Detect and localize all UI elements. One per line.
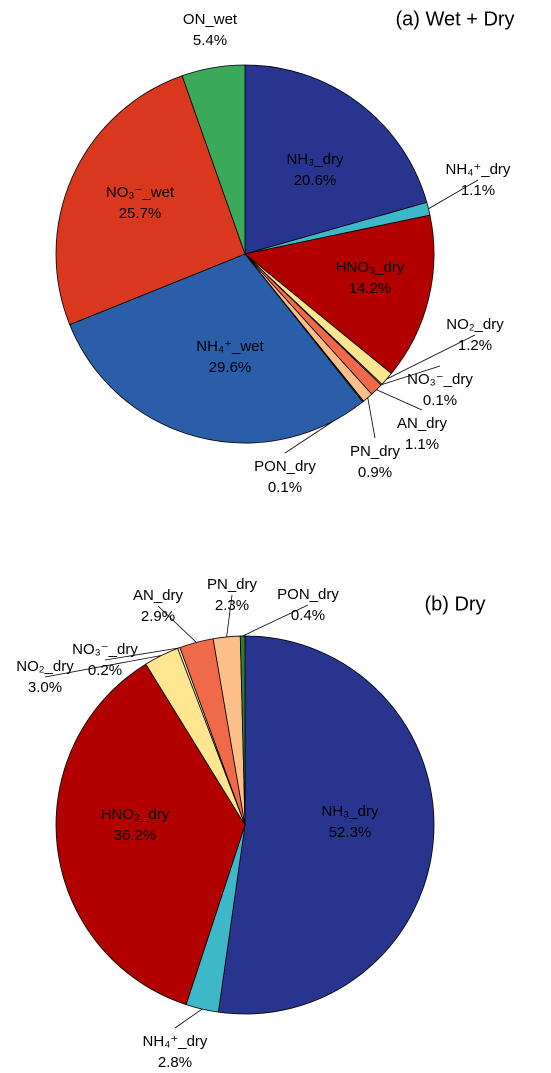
slice-label: NH₄⁺_dry	[143, 1033, 208, 1050]
chart-title: (a) Wet + Dry	[395, 8, 514, 30]
slice-value: 1.1%	[405, 436, 439, 453]
slice-value: 2.9%	[141, 608, 175, 625]
slice-value: 1.1%	[461, 182, 495, 199]
leader-line	[242, 604, 309, 637]
slice-label: NH₃_dry	[287, 151, 344, 168]
pie-slice	[217, 635, 435, 1015]
slice-label: PON_dry	[254, 458, 316, 475]
slice-label: PN_dry	[207, 576, 258, 593]
slice-label: NH₃_dry	[322, 803, 379, 820]
slice-label: NO₃⁻_wet	[106, 184, 175, 201]
slice-label: NO₂_dry	[446, 316, 504, 333]
slice-label: NH₄⁺_wet	[196, 338, 264, 355]
leader-line	[44, 655, 162, 678]
slice-value: 5.4%	[193, 32, 227, 49]
slice-value: 2.8%	[158, 1054, 192, 1071]
slice-value: 0.2%	[88, 662, 122, 679]
slice-value: 1.2%	[458, 337, 492, 354]
slice-value: 25.7%	[119, 205, 162, 222]
leader-line	[367, 397, 376, 439]
leader-line	[428, 179, 479, 210]
slice-value: 2.3%	[215, 597, 249, 614]
pie-slice	[69, 253, 364, 444]
slice-label: NO₃⁻_dry	[72, 641, 138, 658]
slice-value: 36.2%	[114, 827, 157, 844]
pie-slice	[55, 75, 246, 326]
slice-value: 52.3%	[329, 824, 372, 841]
leader-line	[174, 1008, 203, 1029]
slice-value: 0.1%	[423, 392, 457, 409]
slice-value: 14.2%	[349, 280, 392, 297]
leader-line	[104, 647, 179, 661]
slice-label: HNO₃_dry	[336, 259, 405, 276]
slice-label: NH₄⁺_dry	[446, 161, 511, 178]
slice-value: 29.6%	[209, 359, 252, 376]
slice-label: PON_dry	[277, 586, 339, 603]
slice-value: 3.0%	[28, 679, 62, 696]
leader-line	[381, 365, 441, 386]
slice-value: 0.1%	[268, 479, 302, 496]
slice-label: ON_wet	[183, 11, 238, 28]
slice-label: HNO₃_dry	[101, 806, 170, 823]
slice-label: AN_dry	[397, 415, 448, 432]
pie-slice	[244, 64, 428, 255]
slice-label: NO₂_dry	[16, 658, 74, 675]
slice-label: AN_dry	[133, 587, 184, 604]
slice-label: PN_dry	[350, 443, 401, 460]
pie-slice	[181, 64, 246, 255]
slice-label: NO₃⁻_dry	[407, 371, 473, 388]
slice-value: 20.6%	[294, 172, 337, 189]
pie-slice	[239, 635, 246, 826]
chart-title: (b) Dry	[424, 593, 485, 615]
slice-value: 0.4%	[291, 607, 325, 624]
leader-line	[376, 389, 423, 411]
leader-line	[226, 594, 233, 637]
leader-line	[386, 334, 476, 380]
slice-value: 0.9%	[358, 464, 392, 481]
leader-line	[157, 605, 197, 643]
pie-slice	[55, 663, 246, 1006]
pie-slice	[244, 214, 435, 375]
